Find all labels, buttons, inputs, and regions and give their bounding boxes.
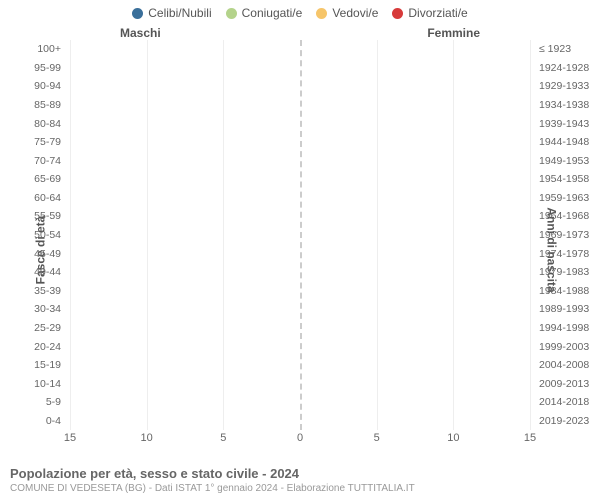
birth-label: 2014-2018 <box>534 393 600 412</box>
x-tick: 0 <box>297 432 303 444</box>
age-label: 60-64 <box>0 189 66 208</box>
population-pyramid-chart: Celibi/Nubili Coniugati/e Vedovi/e Divorzia… <box>0 0 600 500</box>
birth-label: 1969-1973 <box>534 226 600 245</box>
age-label: 0-4 <box>0 412 66 431</box>
legend-swatch <box>316 8 327 19</box>
age-label: 65-69 <box>0 170 66 189</box>
birth-label: 1989-1993 <box>534 300 600 319</box>
legend-swatch <box>132 8 143 19</box>
birth-label: 2004-2008 <box>534 356 600 375</box>
legend-label: Vedovi/e <box>332 6 378 20</box>
birth-label: ≤ 1923 <box>534 40 600 59</box>
legend-swatch <box>392 8 403 19</box>
birth-label: 1939-1943 <box>534 114 600 133</box>
age-label: 90-94 <box>0 77 66 96</box>
birth-label: 1974-1978 <box>534 244 600 263</box>
legend-label: Coniugati/e <box>242 6 303 20</box>
age-label: 40-44 <box>0 263 66 282</box>
chart-subtitle: COMUNE DI VEDESETA (BG) - Dati ISTAT 1° … <box>10 483 590 494</box>
legend: Celibi/Nubili Coniugati/e Vedovi/e Divorzia… <box>0 0 600 22</box>
birth-label: 2009-2013 <box>534 374 600 393</box>
birth-label: 1979-1983 <box>534 263 600 282</box>
birth-label: 1934-1938 <box>534 96 600 115</box>
age-label: 95-99 <box>0 59 66 78</box>
birth-label: 1929-1933 <box>534 77 600 96</box>
x-tick: 15 <box>64 432 76 444</box>
birth-label: 1959-1963 <box>534 189 600 208</box>
legend-swatch <box>226 8 237 19</box>
x-tick: 15 <box>524 432 536 444</box>
birth-label: 1924-1928 <box>534 59 600 78</box>
plot-area <box>70 40 530 430</box>
x-tick: 10 <box>141 432 153 444</box>
grid-line <box>70 40 71 430</box>
age-label: 85-89 <box>0 96 66 115</box>
legend-item: Vedovi/e <box>316 6 378 20</box>
age-label: 20-24 <box>0 337 66 356</box>
grid-line <box>530 40 531 430</box>
legend-item: Divorziati/e <box>392 6 467 20</box>
age-label: 30-34 <box>0 300 66 319</box>
gender-labels: Maschi Femmine <box>70 26 530 40</box>
x-tick: 5 <box>374 432 380 444</box>
age-label: 35-39 <box>0 282 66 301</box>
label-females: Femmine <box>427 26 480 40</box>
center-line <box>300 40 302 430</box>
chart-footer: Popolazione per età, sesso e stato civil… <box>10 466 590 494</box>
age-label: 55-59 <box>0 207 66 226</box>
grid-line <box>147 40 148 430</box>
chart-title: Popolazione per età, sesso e stato civil… <box>10 466 590 481</box>
label-males: Maschi <box>120 26 161 40</box>
age-label: 70-74 <box>0 151 66 170</box>
age-label: 45-49 <box>0 244 66 263</box>
birth-label: 1944-1948 <box>534 133 600 152</box>
birth-label: 1954-1958 <box>534 170 600 189</box>
age-label: 100+ <box>0 40 66 59</box>
age-label: 80-84 <box>0 114 66 133</box>
legend-label: Divorziati/e <box>408 6 467 20</box>
age-label: 75-79 <box>0 133 66 152</box>
birth-label: 2019-2023 <box>534 412 600 431</box>
birth-label: 1949-1953 <box>534 151 600 170</box>
y-axis-age-labels: 100+95-9990-9485-8980-8475-7970-7465-696… <box>0 40 66 430</box>
x-tick: 5 <box>220 432 226 444</box>
age-label: 50-54 <box>0 226 66 245</box>
age-label: 15-19 <box>0 356 66 375</box>
grid-line <box>377 40 378 430</box>
x-axis: 15105051015 <box>70 432 530 446</box>
birth-label: 1999-2003 <box>534 337 600 356</box>
y-axis-birth-labels: ≤ 19231924-19281929-19331934-19381939-19… <box>534 40 600 430</box>
x-tick: 10 <box>447 432 459 444</box>
legend-item: Coniugati/e <box>226 6 303 20</box>
legend-item: Celibi/Nubili <box>132 6 211 20</box>
age-label: 10-14 <box>0 374 66 393</box>
grid-line <box>453 40 454 430</box>
grid-line <box>223 40 224 430</box>
birth-label: 1964-1968 <box>534 207 600 226</box>
age-label: 25-29 <box>0 319 66 338</box>
age-label: 5-9 <box>0 393 66 412</box>
birth-label: 1984-1988 <box>534 282 600 301</box>
birth-label: 1994-1998 <box>534 319 600 338</box>
legend-label: Celibi/Nubili <box>148 6 211 20</box>
